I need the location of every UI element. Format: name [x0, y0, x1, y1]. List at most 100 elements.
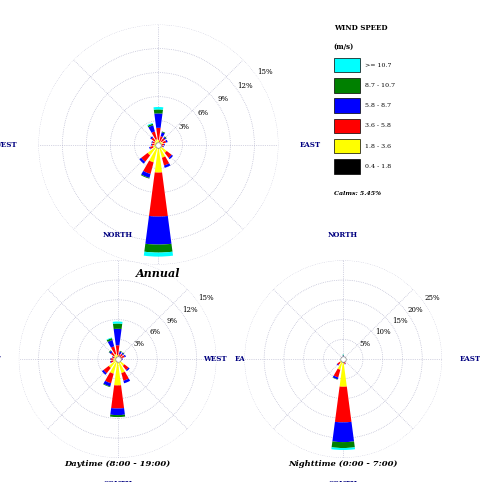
Bar: [342, 359, 343, 360]
Bar: [112, 357, 115, 358]
Bar: [108, 350, 111, 353]
Bar: [333, 377, 338, 380]
Bar: [165, 151, 172, 158]
Bar: [157, 145, 158, 147]
Bar: [156, 139, 158, 144]
Bar: [117, 359, 118, 360]
Bar: [118, 359, 120, 360]
Bar: [118, 357, 120, 359]
Text: WEST: WEST: [0, 141, 17, 148]
Bar: [343, 355, 344, 356]
Bar: [108, 360, 117, 368]
Bar: [115, 354, 118, 359]
Bar: [152, 141, 155, 144]
Bar: [343, 356, 344, 358]
Bar: [154, 109, 163, 114]
Bar: [340, 359, 343, 362]
Bar: [102, 370, 107, 375]
Bar: [107, 337, 112, 340]
Bar: [161, 138, 165, 142]
Bar: [164, 136, 167, 139]
Bar: [117, 359, 118, 362]
Bar: [155, 113, 162, 128]
Bar: [123, 364, 129, 370]
Text: EAST: EAST: [300, 141, 321, 148]
Bar: [158, 144, 159, 145]
Bar: [109, 351, 112, 354]
Bar: [122, 359, 123, 360]
Bar: [118, 360, 124, 366]
Bar: [111, 347, 116, 355]
Bar: [120, 351, 122, 352]
Bar: [121, 353, 124, 355]
Bar: [163, 141, 166, 143]
Bar: [337, 362, 340, 365]
Text: SOUTH: SOUTH: [144, 291, 173, 299]
Bar: [339, 363, 347, 387]
Bar: [111, 358, 114, 360]
Bar: [114, 359, 117, 360]
Bar: [154, 107, 163, 110]
Bar: [332, 442, 355, 448]
Bar: [144, 244, 172, 253]
Bar: [343, 359, 344, 360]
Bar: [110, 408, 125, 415]
Bar: [158, 142, 159, 145]
Bar: [147, 123, 153, 126]
Bar: [156, 128, 161, 140]
Bar: [331, 447, 355, 450]
Bar: [165, 140, 168, 143]
Bar: [121, 355, 125, 358]
Text: EAST: EAST: [234, 355, 255, 363]
Bar: [160, 145, 163, 147]
Bar: [108, 340, 114, 348]
Bar: [159, 136, 163, 143]
Bar: [145, 216, 171, 244]
Bar: [155, 148, 162, 173]
Bar: [121, 372, 129, 381]
Bar: [117, 355, 118, 359]
Bar: [110, 361, 111, 363]
Bar: [335, 387, 351, 422]
Bar: [114, 329, 121, 346]
Bar: [158, 145, 159, 146]
Bar: [120, 354, 123, 357]
Text: 3.6 - 5.8: 3.6 - 5.8: [365, 123, 391, 128]
Text: 5.8 - 8.7: 5.8 - 8.7: [365, 103, 391, 108]
Bar: [124, 355, 126, 357]
Bar: [111, 352, 115, 356]
Bar: [162, 144, 164, 146]
Bar: [111, 385, 124, 409]
Bar: [158, 145, 161, 146]
Bar: [155, 144, 157, 145]
Text: WEST: WEST: [203, 355, 227, 363]
Bar: [162, 132, 165, 134]
Bar: [107, 338, 112, 342]
Bar: [345, 363, 346, 364]
Bar: [157, 145, 158, 146]
Text: (m/s): (m/s): [334, 42, 354, 51]
Bar: [336, 363, 338, 366]
Bar: [120, 359, 122, 360]
Bar: [151, 138, 156, 142]
Bar: [141, 174, 149, 179]
Bar: [118, 359, 120, 360]
Bar: [120, 360, 121, 361]
Bar: [158, 140, 159, 144]
Bar: [114, 362, 121, 386]
Text: >= 10.7: >= 10.7: [365, 63, 391, 67]
Text: Calms: 5.45%: Calms: 5.45%: [334, 191, 381, 196]
Bar: [112, 356, 113, 358]
Text: 0.4 - 1.8: 0.4 - 1.8: [365, 164, 391, 169]
Bar: [113, 323, 122, 329]
Bar: [343, 359, 345, 362]
Bar: [110, 361, 117, 374]
Bar: [334, 369, 340, 377]
Bar: [120, 360, 121, 361]
Bar: [152, 141, 153, 143]
Bar: [149, 147, 151, 149]
Text: 1.8 - 3.6: 1.8 - 3.6: [365, 144, 391, 148]
Bar: [159, 141, 162, 144]
Bar: [163, 146, 164, 147]
Bar: [155, 141, 158, 144]
